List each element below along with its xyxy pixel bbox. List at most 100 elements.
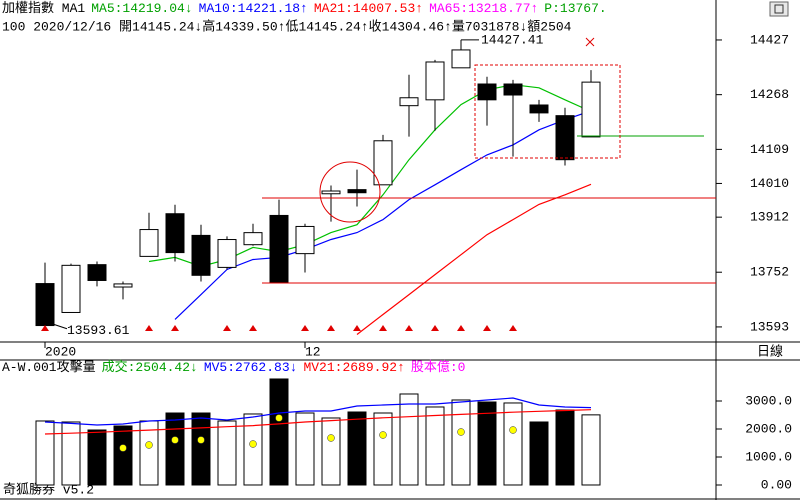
candle-body: [113, 283, 133, 288]
ma-line: [174, 110, 592, 320]
y-tick-label: 13752: [750, 265, 789, 280]
volume-bar: [243, 413, 263, 486]
volume-bar: [425, 406, 445, 486]
signal-marker: [327, 325, 335, 331]
legend-item: MV5:2762.83↓: [204, 360, 298, 375]
volume-bar: [399, 393, 419, 486]
candle-body: [191, 234, 211, 276]
mv-line: [44, 409, 592, 435]
volume-bar: [191, 412, 211, 486]
legend-item: MA21:14007.53↑: [314, 1, 423, 16]
volume-bar: [373, 412, 393, 486]
volume-bar: [529, 421, 549, 486]
y-tick-label: 2000.0: [745, 421, 792, 436]
signal-marker: [249, 325, 257, 331]
y-tick-label: 14109: [750, 142, 789, 157]
candle-body: [425, 61, 445, 101]
y-tick-label: 3000.0: [745, 393, 792, 408]
candle-body: [503, 83, 523, 96]
y-tick-label: 14427: [750, 32, 789, 47]
low-pointer: [48, 322, 68, 330]
volume-dot: [249, 440, 257, 448]
y-tick-label: 14010: [750, 176, 789, 191]
candle-body: [555, 115, 575, 161]
legend-item: 成交:2504.42↓: [102, 359, 198, 375]
period-label: 日線: [757, 343, 783, 359]
volume-bar: [269, 378, 289, 486]
candle-body: [217, 239, 237, 268]
y-tick-label: 0.00: [761, 477, 792, 492]
signal-marker: [301, 325, 309, 331]
volume-bar: [217, 420, 237, 486]
volume-dot: [457, 428, 465, 436]
highlight-circle: [319, 161, 381, 223]
volume-dot: [275, 414, 283, 422]
volume-bar: [35, 420, 55, 486]
legend: 加權指數 MA1 MA5:14219.04↓ MA10:14221.18↑ MA21:…: [2, 1, 607, 16]
x-tick-label: 2020: [45, 344, 76, 359]
legend-item: P:13767.: [544, 1, 606, 16]
signal-marker: [41, 325, 49, 331]
candle-body: [269, 214, 289, 284]
signal-marker: [171, 325, 179, 331]
x-tick-label: 12: [305, 344, 321, 359]
volume-bar: [477, 401, 497, 486]
volume-bar: [581, 414, 601, 486]
volume-bar: [295, 412, 315, 486]
window-button[interactable]: [769, 1, 789, 17]
signal-marker: [405, 325, 413, 331]
candle-body: [243, 232, 263, 246]
y-tick-label: 13593: [750, 319, 789, 334]
legend-item: MA5:14219.04↓: [91, 1, 192, 16]
volume-dot: [327, 434, 335, 442]
volume-dot: [379, 431, 387, 439]
volume-bar: [61, 421, 81, 486]
volume-dot: [171, 436, 179, 444]
mv-line: [44, 397, 592, 426]
signal-marker: [353, 325, 361, 331]
legend-item: 股本億:0: [411, 359, 466, 375]
legend: A-W.001攻擊量 成交:2504.42↓ MV5:2762.83↓ MV21:26…: [2, 359, 465, 375]
legend-item: MA65:13218.77↑: [429, 1, 538, 16]
legend-item: 加權指數 MA1: [2, 1, 85, 16]
volume-dot: [197, 436, 205, 444]
signal-marker: [223, 325, 231, 331]
candle-body: [477, 83, 497, 101]
candle-body: [399, 97, 419, 107]
volume-bar: [113, 425, 133, 486]
highlight-box: [474, 64, 621, 159]
legend-item: A-W.001攻擊量: [2, 359, 96, 375]
volume-bar: [451, 399, 471, 486]
signal-marker: [483, 325, 491, 331]
signal-marker: [379, 325, 387, 331]
legend-item: MV21:2689.92↑: [303, 360, 404, 375]
volume-bar: [555, 409, 575, 486]
volume-dot: [509, 426, 517, 434]
candle-body: [529, 104, 549, 114]
volume-bar: [87, 429, 107, 486]
candle-body: [581, 81, 601, 138]
volume-dot: [145, 441, 153, 449]
volume-bar: [503, 402, 523, 486]
volume-bar: [347, 411, 367, 486]
candle-body: [347, 189, 367, 194]
candle-body: [451, 49, 471, 69]
ma-line: [356, 183, 592, 335]
candle-body: [35, 283, 55, 327]
candle-body: [321, 190, 341, 195]
cross-mark: [585, 37, 595, 47]
signal-marker: [457, 325, 465, 331]
volume-dot: [119, 444, 127, 452]
info: 100 2020/12/16 開14145.24↓高14339.50↑低1414…: [2, 18, 572, 34]
y-tick-label: 13912: [750, 210, 789, 225]
candle-body: [61, 264, 81, 313]
candle-body: [165, 213, 185, 254]
y-tick-label: 1000.0: [745, 449, 792, 464]
volume-bar: [321, 417, 341, 486]
window-icon: [774, 4, 784, 14]
signal-marker: [509, 325, 517, 331]
candle-body: [295, 225, 315, 255]
candle-body: [373, 140, 393, 186]
volume-bar: [165, 412, 185, 486]
